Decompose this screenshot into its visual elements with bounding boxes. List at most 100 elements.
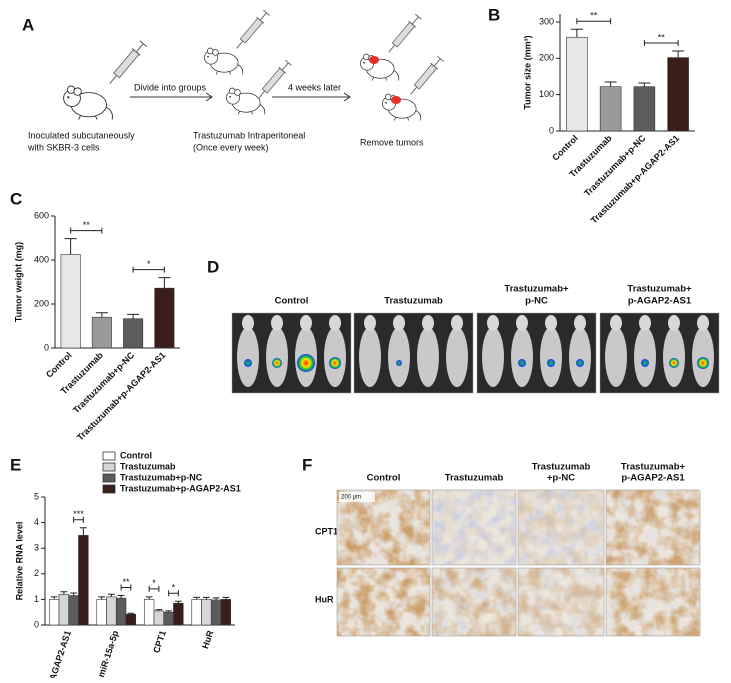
step-text: (Once every week) <box>193 142 269 152</box>
y-tick-label: 3 <box>34 543 39 553</box>
y-tick-label: 5 <box>34 491 39 501</box>
mouse-head <box>364 315 376 331</box>
signal-spot <box>272 358 282 368</box>
bar <box>58 593 70 626</box>
error-bar <box>212 597 220 600</box>
significance-label: * <box>152 578 156 588</box>
x-tick-label: miR-15a-5p <box>96 629 121 678</box>
error-bar <box>193 596 201 600</box>
bar <box>210 599 222 626</box>
significance-label: ** <box>658 32 666 42</box>
signal-spot <box>518 359 526 367</box>
error-bar <box>98 596 106 600</box>
mouse-body <box>266 327 288 387</box>
signal-spot <box>669 358 679 368</box>
syringe-icon <box>406 55 445 98</box>
ihc-texture <box>606 568 700 636</box>
row-label: CPT1 <box>315 526 338 536</box>
column-label: p-AGAP2-AS1 <box>621 473 685 484</box>
bar <box>143 599 155 626</box>
mouse-body <box>663 327 685 387</box>
error-bar <box>174 600 182 604</box>
legend-swatch <box>102 473 116 483</box>
step-text: Remove tumors <box>360 137 424 147</box>
signal-spot <box>396 360 402 366</box>
significance-label: ** <box>83 220 91 230</box>
ihc-texture <box>432 568 516 636</box>
legend-swatch <box>102 451 116 461</box>
step-text: with SKBR-3 cells <box>27 142 100 152</box>
bar <box>123 318 144 349</box>
signal-spot <box>697 357 709 369</box>
mouse-head <box>300 315 312 331</box>
mouse-body <box>634 327 656 387</box>
error-bar <box>117 595 125 599</box>
panel-label: B <box>488 5 500 24</box>
y-axis-label: Relative RNA level <box>14 522 24 601</box>
signal-spot <box>547 359 555 367</box>
arrow <box>130 92 351 102</box>
error-bar <box>570 28 583 38</box>
error-bar <box>95 312 108 318</box>
bar <box>566 36 588 132</box>
bar <box>220 599 232 626</box>
mouse-icon <box>360 53 400 81</box>
error-bar <box>60 591 68 595</box>
ihc-texture <box>337 490 430 565</box>
significance-bracket <box>643 40 679 47</box>
error-bar <box>165 610 173 613</box>
group-label: p-AGAP2-AS1 <box>628 296 692 307</box>
mouse-body <box>359 327 381 387</box>
transition-label: Divide into groups <box>134 82 207 92</box>
y-tick-label: 0 <box>44 342 49 352</box>
significance-label: * <box>172 583 176 593</box>
mouse-head <box>610 315 622 331</box>
error-bar <box>158 277 171 289</box>
legend-label: Trastuzumab+p-AGAP2-AS1 <box>120 483 241 493</box>
error-bar <box>222 596 230 600</box>
mouse-icon <box>204 47 244 75</box>
imaging-panel: D Control TrastuzumabTrastuzumab+p-NCTras… <box>207 257 720 394</box>
significance-bracket <box>73 516 84 523</box>
legend-swatch <box>102 462 116 472</box>
significance-label: * <box>147 259 151 269</box>
tumor <box>391 96 401 104</box>
mouse-body <box>446 327 468 387</box>
legend-swatch <box>102 484 116 494</box>
mouse-head <box>422 315 434 331</box>
y-tick-label: 0 <box>34 619 39 629</box>
mouse-icon <box>382 93 422 121</box>
scale-bar-label: 200 μm <box>341 495 361 501</box>
legend-label: Trastuzumab+p-NC <box>120 472 203 482</box>
panel-label: A <box>22 15 34 34</box>
error-bar <box>127 313 140 319</box>
bar <box>201 599 212 626</box>
x-tick-label: CPT1 <box>151 629 168 654</box>
y-tick-label: 100 <box>539 89 554 99</box>
ihc-texture <box>518 490 604 565</box>
ihc-texture <box>337 568 430 636</box>
ihc-texture <box>518 568 604 636</box>
bar <box>163 611 174 626</box>
syringe-icon <box>232 9 271 52</box>
significance-bracket <box>168 590 179 597</box>
scale-bar-bg <box>339 492 375 502</box>
error-bar <box>672 50 685 58</box>
mouse-head <box>639 315 651 331</box>
bar <box>633 86 656 132</box>
mouse-head <box>545 315 557 331</box>
y-tick-label: 300 <box>539 16 554 26</box>
mouse-head <box>516 315 528 331</box>
y-tick-label: 0 <box>549 125 554 135</box>
significance-label: ** <box>590 11 598 21</box>
bar <box>96 599 107 626</box>
mouse-body <box>511 327 533 387</box>
mouse-head <box>329 315 341 331</box>
mouse-head <box>487 315 499 331</box>
error-bar <box>604 81 617 87</box>
mouse-body <box>540 327 562 387</box>
bar <box>191 599 202 626</box>
column-label: Control <box>367 473 401 484</box>
legend-label: Trastuzumab <box>120 461 176 471</box>
ihc-panel: F CPT1 HuR Control Trastuzumab Trastuzumab… <box>302 455 701 637</box>
